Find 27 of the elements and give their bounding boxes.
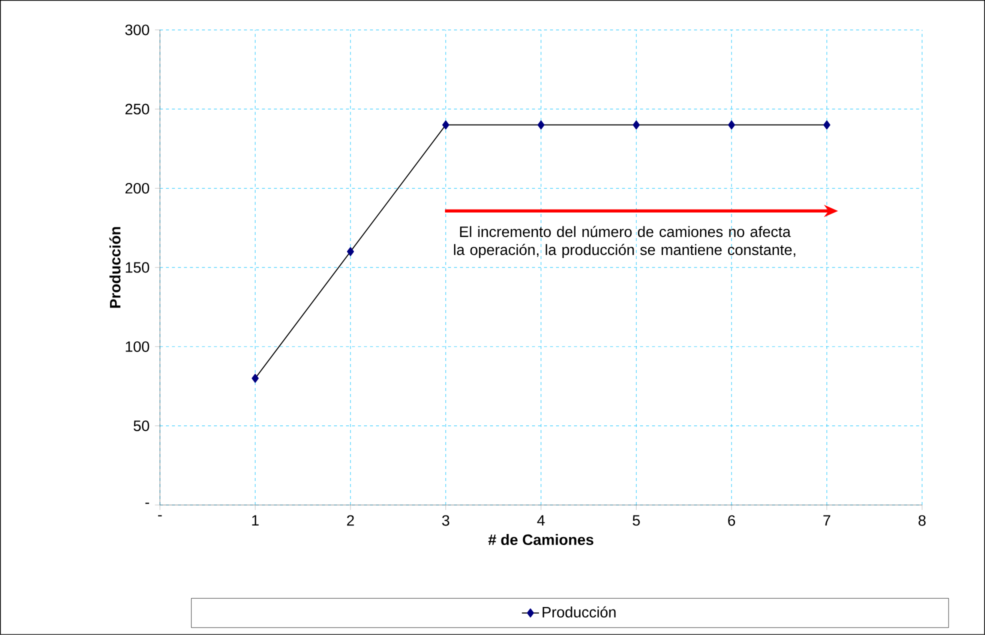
x-tick-label: - — [158, 515, 162, 516]
y-tick-label: 200 — [125, 182, 150, 194]
x-tick-label: 1 — [252, 515, 259, 526]
point — [823, 120, 830, 130]
x-tick-label: 3 — [442, 515, 450, 526]
point — [442, 120, 450, 130]
annotation: El incremento del número de camiones no afecta la operación, la producción se mantiene constante, — [454, 226, 796, 258]
point — [538, 120, 545, 130]
x-tick-label: 7 — [823, 515, 830, 526]
point — [252, 374, 259, 383]
y-tick-label: 150 — [126, 262, 150, 273]
x-tick-label: 4 — [537, 515, 545, 526]
point — [728, 120, 736, 130]
x-tick-label: 6 — [728, 515, 736, 526]
legend-label: Producción — [542, 606, 616, 618]
x-tick-label: 2 — [347, 515, 354, 526]
x-tick-label: 8 — [918, 515, 926, 526]
x-axis-title: # de Camiones — [488, 534, 594, 546]
y-tick-label: 50 — [134, 420, 150, 432]
x-tick-label: 5 — [632, 515, 640, 526]
y-tick-label: 300 — [125, 24, 150, 36]
y-axis-title: Producción — [109, 227, 120, 308]
point — [346, 247, 354, 256]
point — [632, 120, 640, 130]
y-tick-label: - — [145, 502, 150, 504]
y-tick-label: 250 — [125, 104, 150, 114]
y-tick-label: 100 — [126, 341, 150, 352]
